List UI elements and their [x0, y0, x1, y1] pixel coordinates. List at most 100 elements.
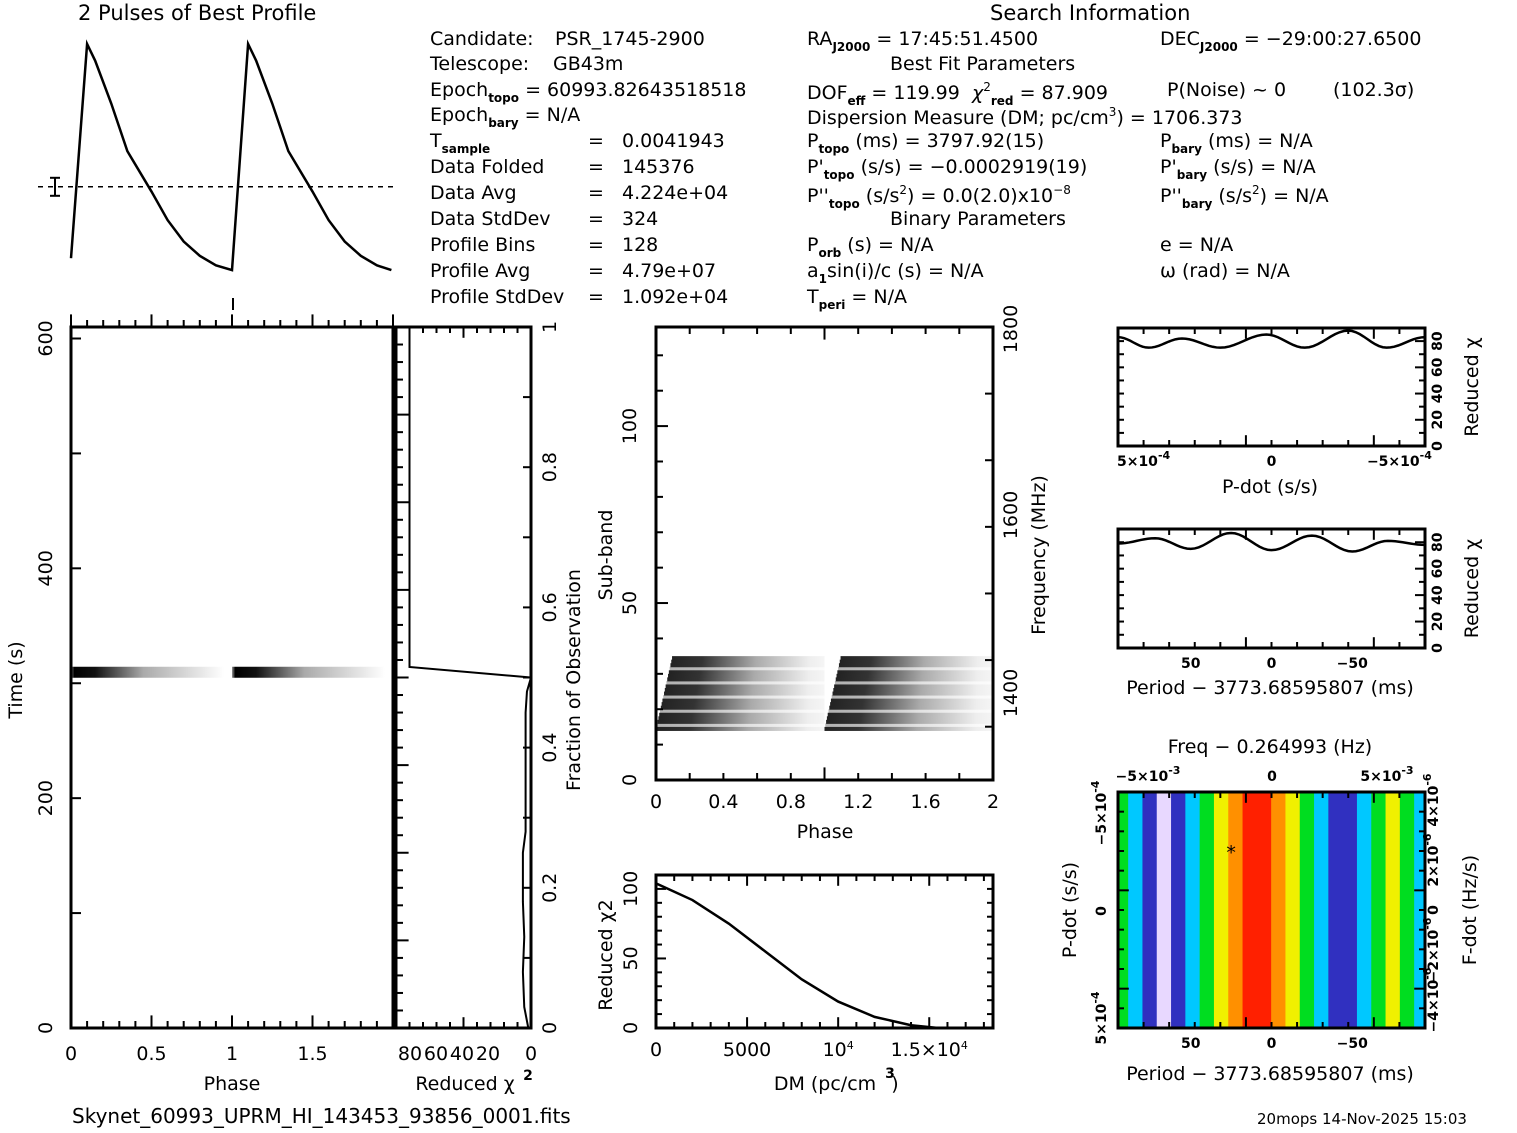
row-label: Data Avg: [430, 182, 517, 204]
subband-row: [663, 695, 825, 700]
row-label: Data StdDev: [430, 208, 551, 230]
subband-phase-plot: 0 0.4 0.8 1.2 1.6 2 0 50 100 1400 1600 1800 Phase Sub…: [595, 305, 1050, 843]
binary-title: Binary Parameters: [890, 208, 1066, 230]
subband-row: [659, 712, 825, 717]
timestamp: 20mops 14-Nov-2025 15:03: [1257, 1110, 1467, 1128]
row-value: 4.79e+07: [622, 260, 717, 282]
row-value: 1.092e+04: [622, 286, 729, 308]
subband-row: [661, 702, 825, 707]
heatmap-stripe: [1156, 792, 1172, 1028]
pddtopo-sub: topo: [828, 197, 860, 211]
y-axis-label: Reduced χ2: [595, 899, 617, 1010]
porb: Porb (s) = N/A: [807, 236, 934, 260]
heatmap-stripe: [1185, 792, 1201, 1028]
a1-value: sin(i)/c (s) = N/A: [827, 260, 984, 282]
pdbary-sub: bary: [1176, 168, 1208, 182]
subband-row: [658, 716, 825, 721]
profile-line: [69, 39, 392, 272]
y-axis-label: Sub-band: [595, 510, 617, 601]
y-axis-label: Time (s): [5, 641, 27, 719]
x-axis-label: Reduced χ: [415, 1073, 514, 1095]
heatmap-stripe: [1399, 792, 1415, 1028]
subband-row: [664, 687, 825, 693]
x-axis-label: Phase: [797, 821, 854, 843]
heatmap-stripe: [1486, 510, 1501, 1133]
y2-tick-label: 0: [1430, 441, 1446, 451]
chi2-curve: [1117, 531, 1426, 553]
subband-row: [664, 691, 825, 696]
x-tick-label: 0: [525, 1043, 537, 1065]
row-eq: =: [588, 286, 604, 308]
x-tick-label: 0.8: [776, 791, 806, 813]
row-eq: =: [588, 182, 604, 204]
x2-tick-label: 0: [1267, 769, 1277, 785]
subband-row: [835, 677, 993, 682]
y-tick-label: 0: [620, 1022, 642, 1034]
heatmap-stripe: [1128, 792, 1144, 1028]
subband-row: [656, 726, 825, 731]
x-axis-label-close: ): [891, 1073, 898, 1095]
epoch-bary-value: = N/A: [524, 104, 581, 126]
ra: RAJ2000 = 17:45:51.4500: [807, 28, 1039, 54]
x-tick-label: 50: [1181, 1036, 1201, 1052]
y2-tick-label: 0: [1430, 643, 1446, 653]
pddtopo-b: ) = 0.0(2.0)x10: [907, 185, 1054, 207]
x-axis-label-sup: 2: [523, 1068, 533, 1084]
y2-tick-label: 4×10-6: [1421, 773, 1442, 827]
x-tick-label: 60: [424, 1043, 448, 1065]
subband-row: [668, 670, 825, 675]
pddbary-a: (s/s: [1218, 185, 1253, 207]
y2-axis-label: F-dot (Hz/s): [1459, 855, 1481, 965]
epoch-topo-sub: topo: [488, 91, 520, 105]
y2-axis-label: Reduced χ: [1461, 539, 1483, 638]
row-eq: =: [588, 260, 604, 282]
heatmap-stripe: [1142, 792, 1158, 1028]
x-tick-label: 0: [1267, 656, 1277, 672]
subband-row: [660, 709, 825, 714]
y2-tick-label: 1: [539, 321, 561, 333]
ptopo: Ptopo (ms) = 3797.92(15): [807, 132, 1044, 156]
x-tick-label: −50: [1337, 1036, 1368, 1052]
y-axis-label: P-dot (s/s): [1059, 862, 1081, 958]
heatmap-stripe: [1071, 510, 1086, 1133]
x2-tick-label: 5×10-3: [1360, 764, 1413, 785]
x-axis-label-sup: 3: [885, 1066, 895, 1082]
pddtopo-exp: −8: [1053, 183, 1071, 197]
dm-value: ) = 1706.373: [1116, 107, 1243, 129]
subband-row: [826, 719, 993, 724]
pddtopo: P''topo (s/s2) = 0.0(2.0)x10−8: [807, 184, 1071, 210]
row-value: 324: [622, 208, 659, 230]
tsample-label: T: [430, 130, 442, 152]
subband-row: [665, 684, 825, 689]
omega: ω (rad) = N/A: [1160, 260, 1290, 282]
heatmap-stripe: [1213, 792, 1229, 1028]
candidate-label: Candidate:: [430, 28, 534, 50]
y2-tick-label: 0.2: [539, 873, 561, 903]
pbary-sub: bary: [1171, 142, 1202, 156]
period-chi2-plot: 50 0 −50 0 20 40 60 80 Period − 3773.68595807 (m…: [1116, 527, 1483, 699]
x-tick-label: 0.4: [708, 791, 738, 813]
subband-row: [834, 680, 993, 685]
ra-value: = 17:45:51.4500: [876, 28, 1039, 50]
y2-tick-label: 80: [1430, 331, 1446, 351]
pdbary: P'bary (s/s) = N/A: [1160, 158, 1316, 182]
x2-tick-label: −5×10-3: [1116, 764, 1181, 785]
x-tick-label: 0: [650, 791, 662, 813]
epoch-topo: Epochtopo = 60993.82643518518: [430, 81, 746, 105]
row-eq: =: [588, 208, 604, 230]
x-tick-label: 0: [1267, 1036, 1277, 1052]
subband-row: [660, 705, 825, 710]
subband-row: [831, 695, 993, 700]
a1-sub: 1: [818, 272, 828, 286]
pbary-value: (ms) = N/A: [1207, 130, 1313, 152]
subband-row: [824, 726, 993, 731]
dec-label: DEC: [1160, 28, 1200, 50]
x-tick-label: 5×10-4: [1117, 449, 1171, 470]
x-tick-label: 20: [476, 1043, 500, 1065]
y-tick-label: 200: [35, 780, 57, 816]
time-phase-plot: 0 0.5 1 1.5 0 200 400 600 Phase Time (s): [5, 314, 395, 1095]
filename: Skynet_60993_UPRM_HI_143453_93856_0001.f…: [72, 1104, 571, 1128]
heatmap-stripe: [1199, 792, 1215, 1028]
pdtopo-label: P': [807, 156, 824, 178]
row-label: Profile Bins: [430, 234, 536, 256]
